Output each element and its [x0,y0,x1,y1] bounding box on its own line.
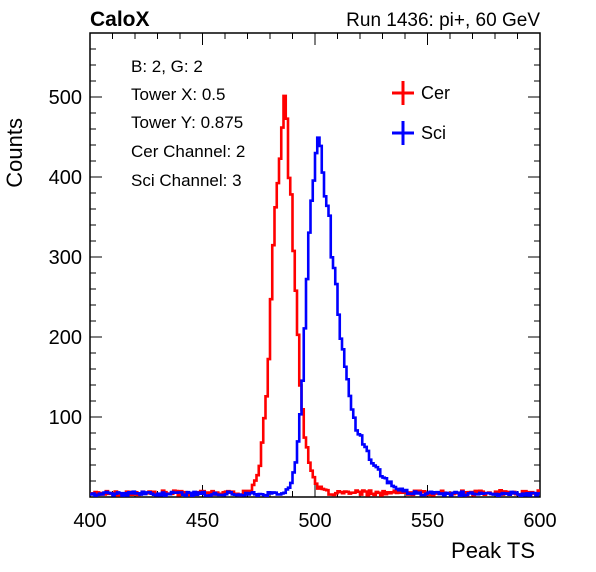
y-axis-title: Counts [2,118,27,188]
header-right: Run 1436: pi+, 60 GeV [346,10,540,31]
legend: Cer Sci [392,81,450,145]
y-tick-label: 300 [49,247,82,269]
x-tick-label: 550 [411,510,444,532]
x-axis-title: Peak TS [451,538,535,563]
info-line: B: 2, G: 2 [131,57,203,76]
x-tick-label: 400 [73,510,106,532]
y-tick-label: 100 [49,407,82,429]
legend-marker-cer [392,81,414,105]
x-tick-label: 450 [186,510,219,532]
info-line: Tower X: 0.5 [131,85,226,104]
tick-layer: 400 450 500 550 600 100 200 300 400 500 [49,32,557,532]
x-tick-label: 500 [298,510,331,532]
legend-label-sci: Sci [421,123,446,143]
info-box: B: 2, G: 2 Tower X: 0.5 Tower Y: 0.875 C… [131,57,245,190]
series-layer [90,94,540,498]
series-line-sci [90,136,540,498]
info-line: Tower Y: 0.875 [131,113,243,132]
y-tick-label: 500 [49,87,82,109]
x-tick-label: 600 [523,510,556,532]
y-tick-label: 400 [49,167,82,189]
info-line: Cer Channel: 2 [131,142,245,161]
info-line: Sci Channel: 3 [131,171,242,190]
legend-label-cer: Cer [421,83,450,103]
header-left: CaloX [90,8,150,31]
legend-marker-sci [392,121,414,145]
y-tick-label: 200 [49,327,82,349]
